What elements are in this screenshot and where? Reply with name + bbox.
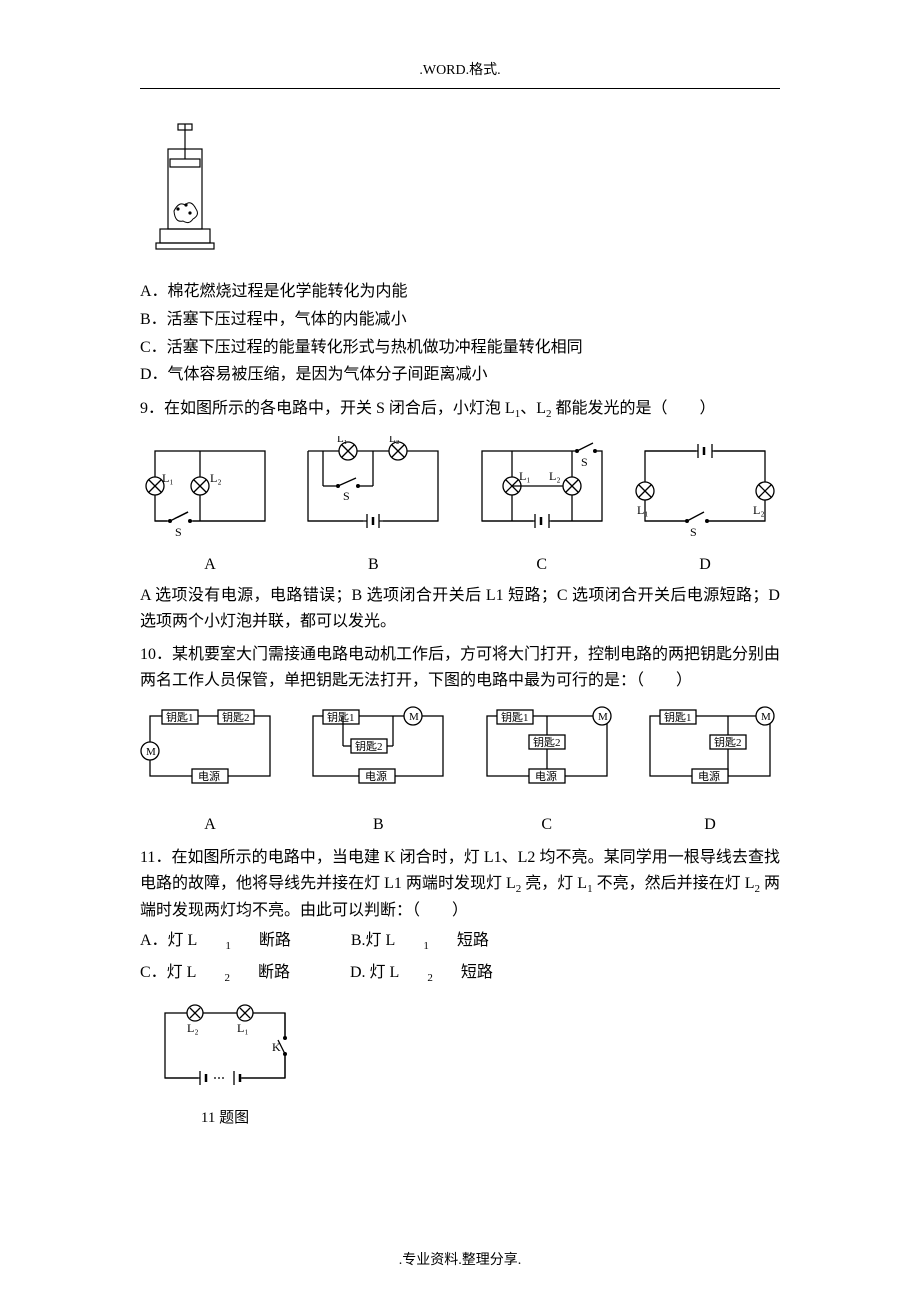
q11-optC-sub: 2 bbox=[224, 970, 230, 988]
q10-circuit-a: 钥匙1 钥匙2 M 电源 A bbox=[140, 706, 280, 838]
q9-label-c: C bbox=[467, 552, 617, 578]
q9-text-3: 都能发光的是（ ） bbox=[551, 400, 715, 417]
q9-circuit-d: L₁ L₂ S D bbox=[630, 436, 780, 578]
svg-text:L₂: L₂ bbox=[753, 503, 765, 517]
svg-text:L₁: L₁ bbox=[519, 469, 531, 483]
q8-figure bbox=[150, 119, 780, 259]
q11-t3: 不亮，然后并接在灯 L bbox=[593, 875, 755, 892]
svg-text:钥匙1: 钥匙1 bbox=[166, 710, 194, 724]
q8-option-b: B．活塞下压过程中，气体的内能减小 bbox=[140, 307, 780, 333]
q11-t2: 亮，灯 L bbox=[521, 875, 587, 892]
q11-optA-pre: A．灯 L bbox=[140, 928, 197, 954]
svg-text:L₂: L₂ bbox=[210, 471, 222, 485]
svg-text:S: S bbox=[175, 525, 182, 539]
header-rule bbox=[140, 88, 780, 89]
svg-text:S: S bbox=[690, 525, 697, 539]
q10-label-a: A bbox=[140, 812, 280, 838]
svg-text:L₂: L₂ bbox=[187, 1021, 199, 1035]
q11-stem: 11．在如图所示的电路中，当电建 K 闭合时，灯 L1、L2 均不亮。某同学用一… bbox=[140, 845, 780, 924]
q10-stem: 10．某机要室大门需接通电路电动机工作后，方可将大门打开，控制电路的两把钥匙分别… bbox=[140, 642, 780, 693]
q11-figure-caption: 11 题图 bbox=[150, 1106, 300, 1130]
q11-optA-sub: 1 bbox=[225, 938, 231, 956]
svg-text:L₁: L₁ bbox=[162, 471, 174, 485]
q11-optD-pre: D. 灯 L bbox=[350, 960, 399, 986]
q10-circuit-d: 钥匙1 M 钥匙2 电源 D bbox=[640, 706, 780, 838]
svg-text:钥匙1: 钥匙1 bbox=[664, 710, 692, 724]
svg-text:电源: 电源 bbox=[535, 769, 557, 783]
q9-label-b: B bbox=[293, 552, 453, 578]
q10-circuit-c: 钥匙1 M 钥匙2 电源 C bbox=[477, 706, 617, 838]
svg-text:电源: 电源 bbox=[198, 769, 220, 783]
svg-text:M: M bbox=[761, 711, 771, 723]
q9-label-a: A bbox=[140, 552, 280, 578]
svg-text:L₁: L₁ bbox=[237, 1021, 249, 1035]
svg-text:电源: 电源 bbox=[365, 769, 387, 783]
q11-optD-sub: 2 bbox=[427, 970, 433, 988]
svg-text:钥匙2: 钥匙2 bbox=[355, 739, 383, 753]
svg-text:L₂: L₂ bbox=[389, 436, 400, 445]
page-footer: .专业资料.整理分享. bbox=[140, 1250, 780, 1272]
svg-text:L₁: L₁ bbox=[337, 436, 348, 445]
svg-text:钥匙1: 钥匙1 bbox=[327, 710, 355, 724]
q9-label-d: D bbox=[630, 552, 780, 578]
q10-circuits: 钥匙1 钥匙2 M 电源 A 钥匙1 M bbox=[140, 706, 780, 838]
q10-label-c: C bbox=[477, 812, 617, 838]
q11-optC-post: 断路 bbox=[258, 960, 290, 986]
q9-explanation: A 选项没有电源，电路错误；B 选项闭合开关后 L1 短路；C 选项闭合开关后电… bbox=[140, 583, 780, 634]
svg-text:L₁: L₁ bbox=[637, 503, 649, 517]
q11-optA-post: 断路 bbox=[259, 928, 291, 954]
q11-figure: L₂ L₁ K 11 题图 bbox=[150, 998, 300, 1130]
q11-optC-pre: C．灯 L bbox=[140, 960, 196, 986]
page-header: .WORD.格式. bbox=[140, 60, 780, 82]
q11-optB-pre: B.灯 L bbox=[351, 928, 395, 954]
svg-text:钥匙2: 钥匙2 bbox=[714, 735, 742, 749]
q8-option-a: A．棉花燃烧过程是化学能转化为内能 bbox=[140, 279, 780, 305]
q11-options-row1: A．灯 L 1 断路 B.灯 L 1 短路 bbox=[140, 928, 780, 956]
q10-label-d: D bbox=[640, 812, 780, 838]
q9-text-1: 9．在如图所示的各电路中，开关 S 闭合后，小灯泡 L bbox=[140, 400, 515, 417]
q9-circuit-b: L₁ L₂ S B bbox=[293, 436, 453, 578]
svg-text:钥匙1: 钥匙1 bbox=[501, 710, 529, 724]
q11-options-row2: C．灯 L 2 断路 D. 灯 L 2 短路 bbox=[140, 960, 780, 988]
svg-text:L₂: L₂ bbox=[549, 469, 561, 483]
q9-stem: 9．在如图所示的各电路中，开关 S 闭合后，小灯泡 L1、L2 都能发光的是（ … bbox=[140, 396, 780, 424]
svg-text:电源: 电源 bbox=[698, 769, 720, 783]
q10-circuit-b: 钥匙1 M 钥匙2 电源 B bbox=[303, 706, 453, 838]
svg-text:M: M bbox=[598, 711, 608, 723]
svg-text:S: S bbox=[343, 489, 350, 503]
q11-optB-sub: 1 bbox=[423, 938, 429, 956]
q8-option-d: D．气体容易被压缩，是因为气体分子间距离减小 bbox=[140, 362, 780, 388]
q9-circuit-c: L₁ L₂ bbox=[467, 436, 617, 578]
q9-circuits: L₁ L₂ S A bbox=[140, 436, 780, 578]
q11-optD-post: 短路 bbox=[461, 960, 493, 986]
q8-option-c: C．活塞下压过程的能量转化形式与热机做功冲程能量转化相同 bbox=[140, 335, 780, 361]
svg-text:K: K bbox=[272, 1040, 281, 1054]
svg-text:钥匙2: 钥匙2 bbox=[222, 710, 250, 724]
q10-label-b: B bbox=[303, 812, 453, 838]
svg-text:M: M bbox=[409, 711, 419, 723]
svg-text:M: M bbox=[146, 746, 156, 758]
svg-text:钥匙2: 钥匙2 bbox=[533, 735, 561, 749]
svg-text:S: S bbox=[581, 455, 588, 469]
q9-circuit-a: L₁ L₂ S A bbox=[140, 436, 280, 578]
q11-optB-post: 短路 bbox=[457, 928, 489, 954]
q9-text-2: 、L bbox=[520, 400, 546, 417]
